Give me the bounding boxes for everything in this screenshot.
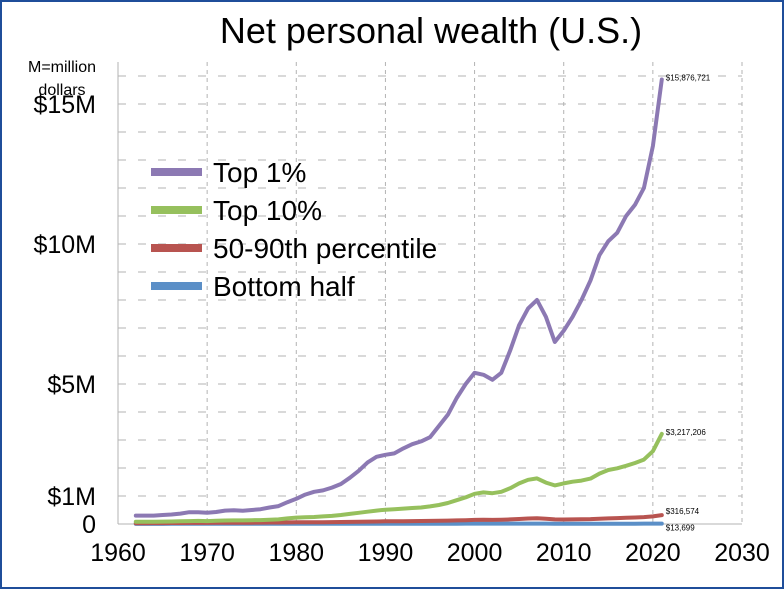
legend: Top 1% Top 10% 50-90th percentile Bottom ha… xyxy=(151,157,437,302)
x-tick-label: 2030 xyxy=(714,539,770,567)
unit-note-line-1: M=million xyxy=(28,59,96,76)
y-tick-label: $10M xyxy=(33,231,96,259)
x-tick-label: 1980 xyxy=(268,539,324,567)
legend-label: Bottom half xyxy=(213,271,355,302)
y-tick-label: $15M xyxy=(33,91,96,119)
legend-label: 50-90th percentile xyxy=(213,233,437,264)
x-tick-label: 1970 xyxy=(179,539,235,567)
end-value-labels: $15,876,721 $3,217,206 $316,574 $13,699 xyxy=(666,73,711,532)
x-tick-label: 1990 xyxy=(358,539,414,567)
x-tick-label: 1960 xyxy=(90,539,146,567)
end-value-label: $3,217,206 xyxy=(666,428,707,437)
series-line-50-90th-percentile xyxy=(133,513,664,526)
chart-title: Net personal wealth (U.S.) xyxy=(220,10,642,51)
series-lines xyxy=(133,77,664,526)
x-tick-label: 2000 xyxy=(447,539,503,567)
y-tick-label: 0 xyxy=(82,511,96,539)
x-tick-label: 2010 xyxy=(536,539,592,567)
end-value-label: $15,876,721 xyxy=(666,73,711,82)
x-axis-ticks: 1960 1970 1980 1990 2000 2010 2020 2030 xyxy=(90,539,770,567)
series-line-top-1- xyxy=(133,77,664,518)
legend-label: Top 1% xyxy=(213,157,306,188)
legend-label: Top 10% xyxy=(213,195,322,226)
grid xyxy=(117,62,743,524)
y-tick-label: $1M xyxy=(47,483,96,511)
y-tick-label: $5M xyxy=(47,371,96,399)
series-line-top-10- xyxy=(133,431,664,524)
end-value-label: $13,699 xyxy=(666,524,695,533)
unit-note-line-2: dollars xyxy=(38,82,85,99)
x-tick-label: 2020 xyxy=(625,539,681,567)
y-axis-ticks: 0$1M $5M $10M $15M xyxy=(33,91,96,539)
end-value-label: $316,574 xyxy=(666,507,700,516)
